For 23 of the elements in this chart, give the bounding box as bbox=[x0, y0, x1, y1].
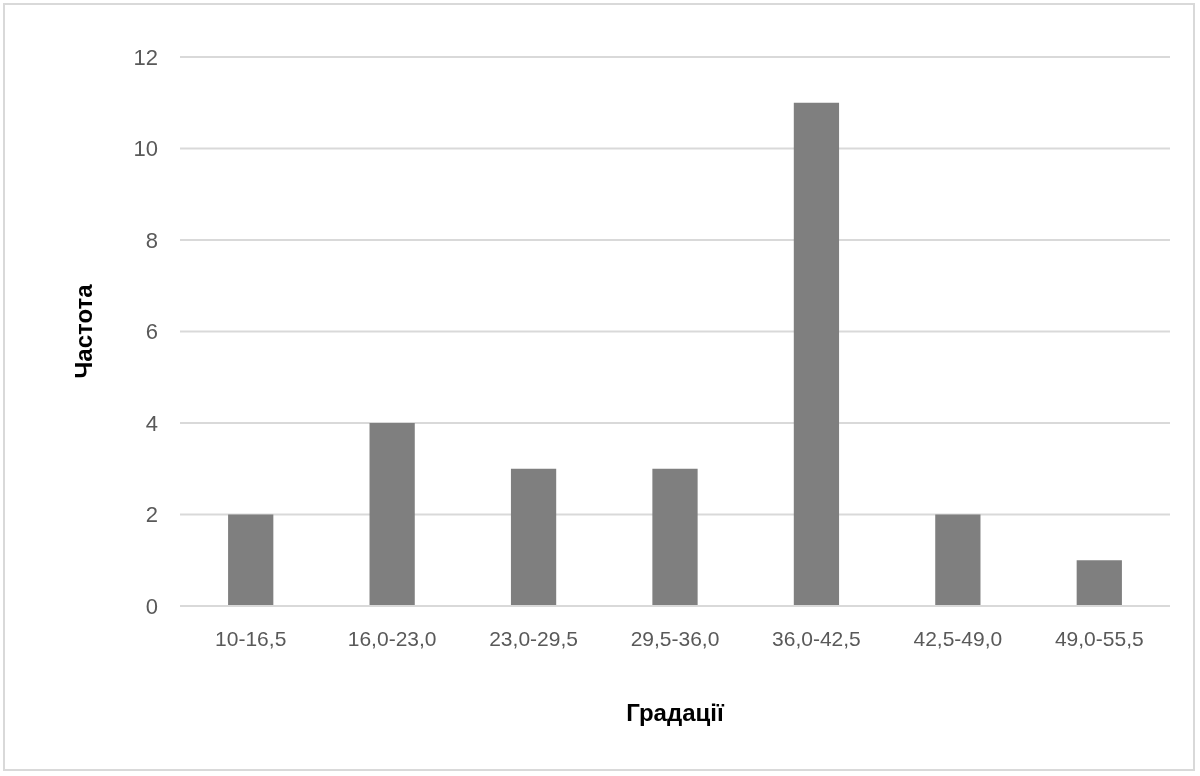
y-axis-title: Частота bbox=[70, 283, 97, 379]
bar bbox=[369, 423, 415, 606]
x-tick-label: 36,0-42,5 bbox=[772, 627, 861, 650]
x-axis-title: Градації bbox=[626, 699, 725, 726]
bar bbox=[793, 102, 840, 606]
y-tick-label: 2 bbox=[145, 502, 158, 528]
x-tick-label: 42,5-49,0 bbox=[913, 627, 1003, 650]
y-tick-label: 4 bbox=[145, 410, 158, 436]
x-tick-label: 29,5-36,0 bbox=[630, 627, 720, 650]
bar bbox=[228, 514, 274, 606]
x-tick-label: 16,0-23,0 bbox=[347, 627, 437, 650]
y-tick-label: 8 bbox=[145, 227, 158, 253]
x-tick-label: 23,0-29,5 bbox=[489, 627, 578, 650]
x-tick-label: 49,0-55,5 bbox=[1054, 627, 1144, 650]
bar bbox=[1076, 560, 1122, 606]
y-tick-label: 12 bbox=[133, 44, 158, 70]
y-tick-label: 6 bbox=[145, 319, 158, 345]
bar bbox=[652, 468, 698, 606]
y-tick-label: 0 bbox=[145, 593, 158, 619]
y-tick-label: 10 bbox=[133, 136, 158, 162]
x-tick-label: 10-16,5 bbox=[215, 627, 287, 650]
bar bbox=[510, 468, 557, 606]
bar bbox=[935, 514, 981, 606]
